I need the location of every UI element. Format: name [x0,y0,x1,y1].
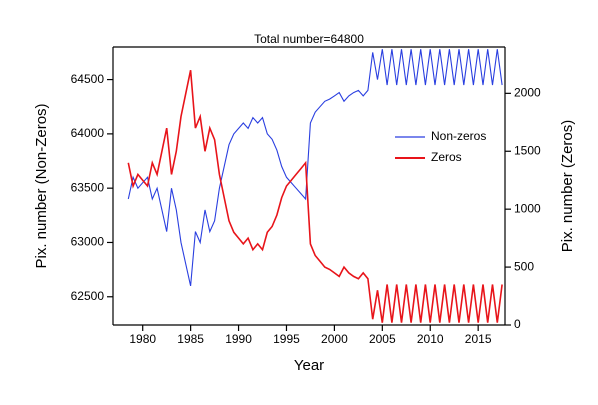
legend-label: Non-zeros [431,129,486,143]
y2-tick-label: 1000 [514,201,541,215]
y2-tick-label: 0 [514,317,521,331]
x-tick-label: 2005 [369,332,396,346]
y2-tick-label: 500 [514,259,534,273]
x-axis-label: Year [294,357,324,374]
x-tick-label: 2015 [465,332,492,346]
x-tick-label: 1990 [225,332,252,346]
y2-axis-label: Pix. number (Zeros) [559,120,576,253]
y2-tick-label: 2000 [514,86,541,100]
y-tick-label: 64500 [71,72,105,86]
x-tick-label: 1995 [273,332,300,346]
x-tick-label: 1985 [177,332,204,346]
legend-label: Zeros [431,150,462,164]
x-tick-label: 1980 [129,332,156,346]
y2-tick-label: 1500 [514,143,541,157]
y-tick-label: 64000 [71,126,105,140]
y-tick-label: 62500 [71,289,105,303]
data-line [127,49,503,287]
y-tick-label: 63500 [71,180,105,194]
x-tick-label: 2000 [321,332,348,346]
y-axis-label: Pix. number (Non-Zeros) [33,103,50,268]
data-line [127,70,503,323]
chart-title: Total number=64800 [254,32,364,46]
x-tick-label: 2010 [417,332,444,346]
y-tick-label: 63000 [71,235,105,249]
